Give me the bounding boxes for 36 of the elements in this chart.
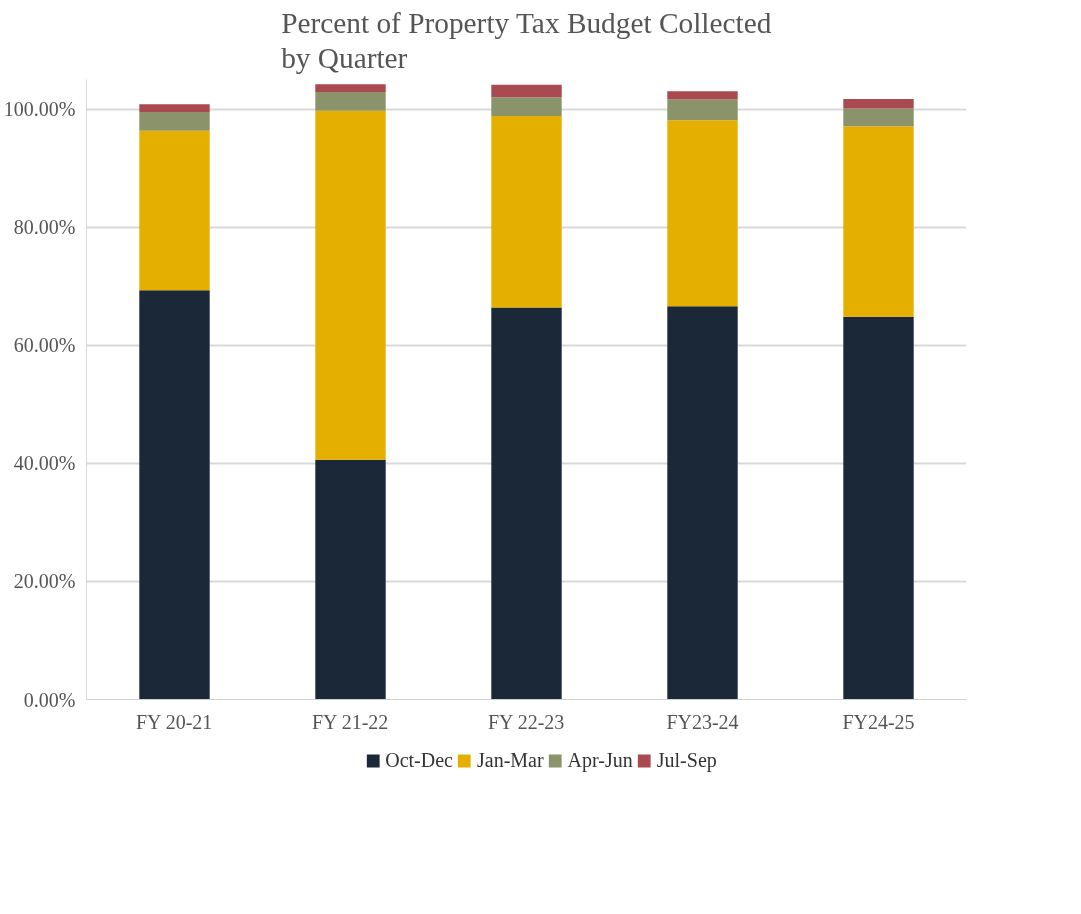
x-tick-label: FY24-25 — [842, 710, 915, 733]
bar — [843, 126, 914, 317]
y-tick-label: 40.00% — [13, 452, 76, 475]
x-tick-label: FY23-24 — [666, 710, 739, 733]
x-tick-label: FY 20-21 — [135, 710, 213, 733]
bar — [491, 84, 562, 98]
legend-label: Apr-Jun — [567, 748, 633, 772]
y-tick-label: 0.00% — [23, 688, 76, 711]
legend-label: Jul-Sep — [656, 748, 717, 772]
legend-label: Jan-Mar — [476, 748, 544, 772]
bar — [667, 306, 738, 700]
bar — [315, 459, 386, 700]
chart-title: Percent of Property Tax Budget Collected by Quarter — [281, 7, 772, 75]
bar — [667, 99, 738, 121]
legend-label: Oct-Dec — [385, 748, 453, 772]
bar — [315, 84, 386, 92]
bar — [491, 116, 562, 308]
y-tick-label: 20.00% — [13, 570, 76, 593]
bar — [491, 97, 562, 117]
bar — [491, 307, 562, 700]
y-tick-label: 100.00% — [3, 98, 76, 121]
bar — [139, 130, 210, 291]
bar — [315, 110, 386, 460]
bar — [315, 91, 386, 111]
bar — [139, 111, 210, 131]
bar — [843, 316, 914, 700]
bar — [139, 290, 210, 700]
x-tick-label: FY 22-23 — [487, 710, 565, 733]
bar — [843, 108, 914, 127]
y-tick-label: 80.00% — [13, 216, 76, 239]
y-tick-label: 60.00% — [13, 334, 76, 357]
x-tick-label: FY 21-22 — [311, 710, 389, 733]
bar — [843, 98, 914, 109]
bar — [667, 120, 738, 307]
bar — [139, 104, 210, 112]
bar — [667, 91, 738, 100]
